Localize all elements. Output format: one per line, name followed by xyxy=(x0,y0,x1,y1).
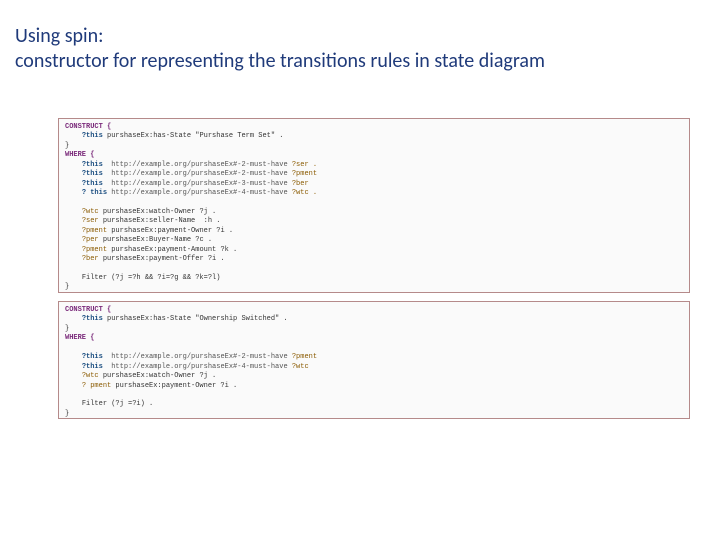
blank xyxy=(65,344,69,352)
varref: ?ber xyxy=(82,255,99,263)
varref: ?wtc xyxy=(292,363,309,371)
varref: ?wtc xyxy=(82,208,99,216)
code-text: } xyxy=(65,325,69,333)
varref: ?per xyxy=(82,236,99,244)
code-block-1: CONSTRUCT { ?this purshaseEx:has-State "… xyxy=(58,118,690,293)
blank xyxy=(65,199,69,207)
code-text: purshaseEx:Buyer-Name ?c . xyxy=(99,236,212,244)
filter: Filter (?j =?h && ?i=?g && ?k=?l) xyxy=(82,274,221,282)
var-this: ?this xyxy=(82,180,103,188)
code-pre-1: CONSTRUCT { ?this purshaseEx:has-State "… xyxy=(65,123,683,293)
kw-where: WHERE { xyxy=(65,334,94,342)
varref: ?pment xyxy=(292,170,317,178)
varref: ?wtc . xyxy=(292,189,317,197)
var-this: ?this xyxy=(82,363,103,371)
varref: ? pment xyxy=(82,382,111,390)
varref: ?ber xyxy=(292,180,309,188)
code-text: } xyxy=(65,283,69,291)
code-text: purshaseEx:payment-Owner ?i . xyxy=(111,382,237,390)
code-text: } xyxy=(65,410,69,418)
code-text: purshaseEx:payment-Owner ?i . xyxy=(107,227,233,235)
var-this: ?this xyxy=(82,315,103,323)
kw-where: WHERE { xyxy=(65,151,94,159)
uri: http://example.org/purshaseEx#-2-must-ha… xyxy=(103,170,292,178)
uri: http://example.org/purshaseEx#-3-must-ha… xyxy=(103,180,292,188)
var-this: ?this xyxy=(82,161,103,169)
uri: http://example.org/purshaseEx#-4-must-ha… xyxy=(103,363,292,371)
slide-heading: Using spin: constructor for representing… xyxy=(15,24,705,74)
kw-construct: CONSTRUCT { xyxy=(65,306,111,314)
code-block-2: CONSTRUCT { ?this purshaseEx:has-State "… xyxy=(58,301,690,419)
uri: http://example.org/purshaseEx#-2-must-ha… xyxy=(103,353,292,361)
kw-construct: CONSTRUCT { xyxy=(65,123,111,131)
code-text: purshaseEx:payment-Amount ?k . xyxy=(107,246,237,254)
code-text: } xyxy=(65,142,69,150)
code-pre-2: CONSTRUCT { ?this purshaseEx:has-State "… xyxy=(65,306,683,419)
heading-line2: constructor for representing the transit… xyxy=(15,49,545,73)
code-text: purshaseEx:watch-Owner ?j . xyxy=(99,208,217,216)
var-this: ? this xyxy=(82,189,107,197)
uri: http://example.org/purshaseEx#-4-must-ha… xyxy=(107,189,292,197)
var-this: ?this xyxy=(82,132,103,140)
varref: ?pment xyxy=(82,246,107,254)
varref: ?wtc xyxy=(82,372,99,380)
blank xyxy=(65,391,69,399)
varref: ?pment xyxy=(82,227,107,235)
code-text: purshaseEx:seller-Name :h . xyxy=(99,217,221,225)
code-text: purshaseEx:watch-Owner ?j . xyxy=(99,372,217,380)
uri: http://example.org/purshaseEx#-2-must-ha… xyxy=(103,161,292,169)
varref: ?ser . xyxy=(292,161,317,169)
varref: ?pment xyxy=(292,353,317,361)
code-text: purshaseEx:has-State "Purshase Term Set"… xyxy=(103,132,284,140)
filter: Filter (?j =?i) . xyxy=(82,400,153,408)
varref: ?ser xyxy=(82,217,99,225)
var-this: ?this xyxy=(82,170,103,178)
code-text: purshaseEx:payment-Offer ?i . xyxy=(99,255,225,263)
heading-line1: Using spin: xyxy=(15,24,103,48)
blank xyxy=(65,265,69,273)
code-text: purshaseEx:has-State "Ownership Switched… xyxy=(103,315,288,323)
var-this: ?this xyxy=(82,353,103,361)
